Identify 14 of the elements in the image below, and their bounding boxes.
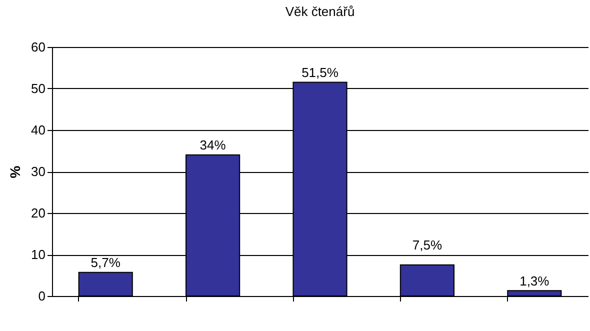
y-tick-label: 10 — [31, 247, 46, 262]
y-tick-label: 50 — [31, 81, 46, 96]
y-tick-label: 30 — [31, 164, 46, 179]
y-tick-label: 60 — [31, 40, 46, 54]
y-tick-label: 40 — [31, 122, 46, 138]
y-tick-label: 20 — [31, 206, 46, 220]
data-label: 34% — [200, 138, 226, 153]
data-label: 1,3% — [520, 273, 550, 288]
y-axis-title: % — [7, 165, 24, 178]
data-label: 51,5% — [302, 65, 339, 80]
data-label: 7,5% — [412, 238, 442, 253]
y-tick-label: 0 — [38, 288, 46, 304]
chart-title: Věk čtenářů — [285, 4, 355, 19]
data-label: 5,7% — [90, 255, 121, 270]
